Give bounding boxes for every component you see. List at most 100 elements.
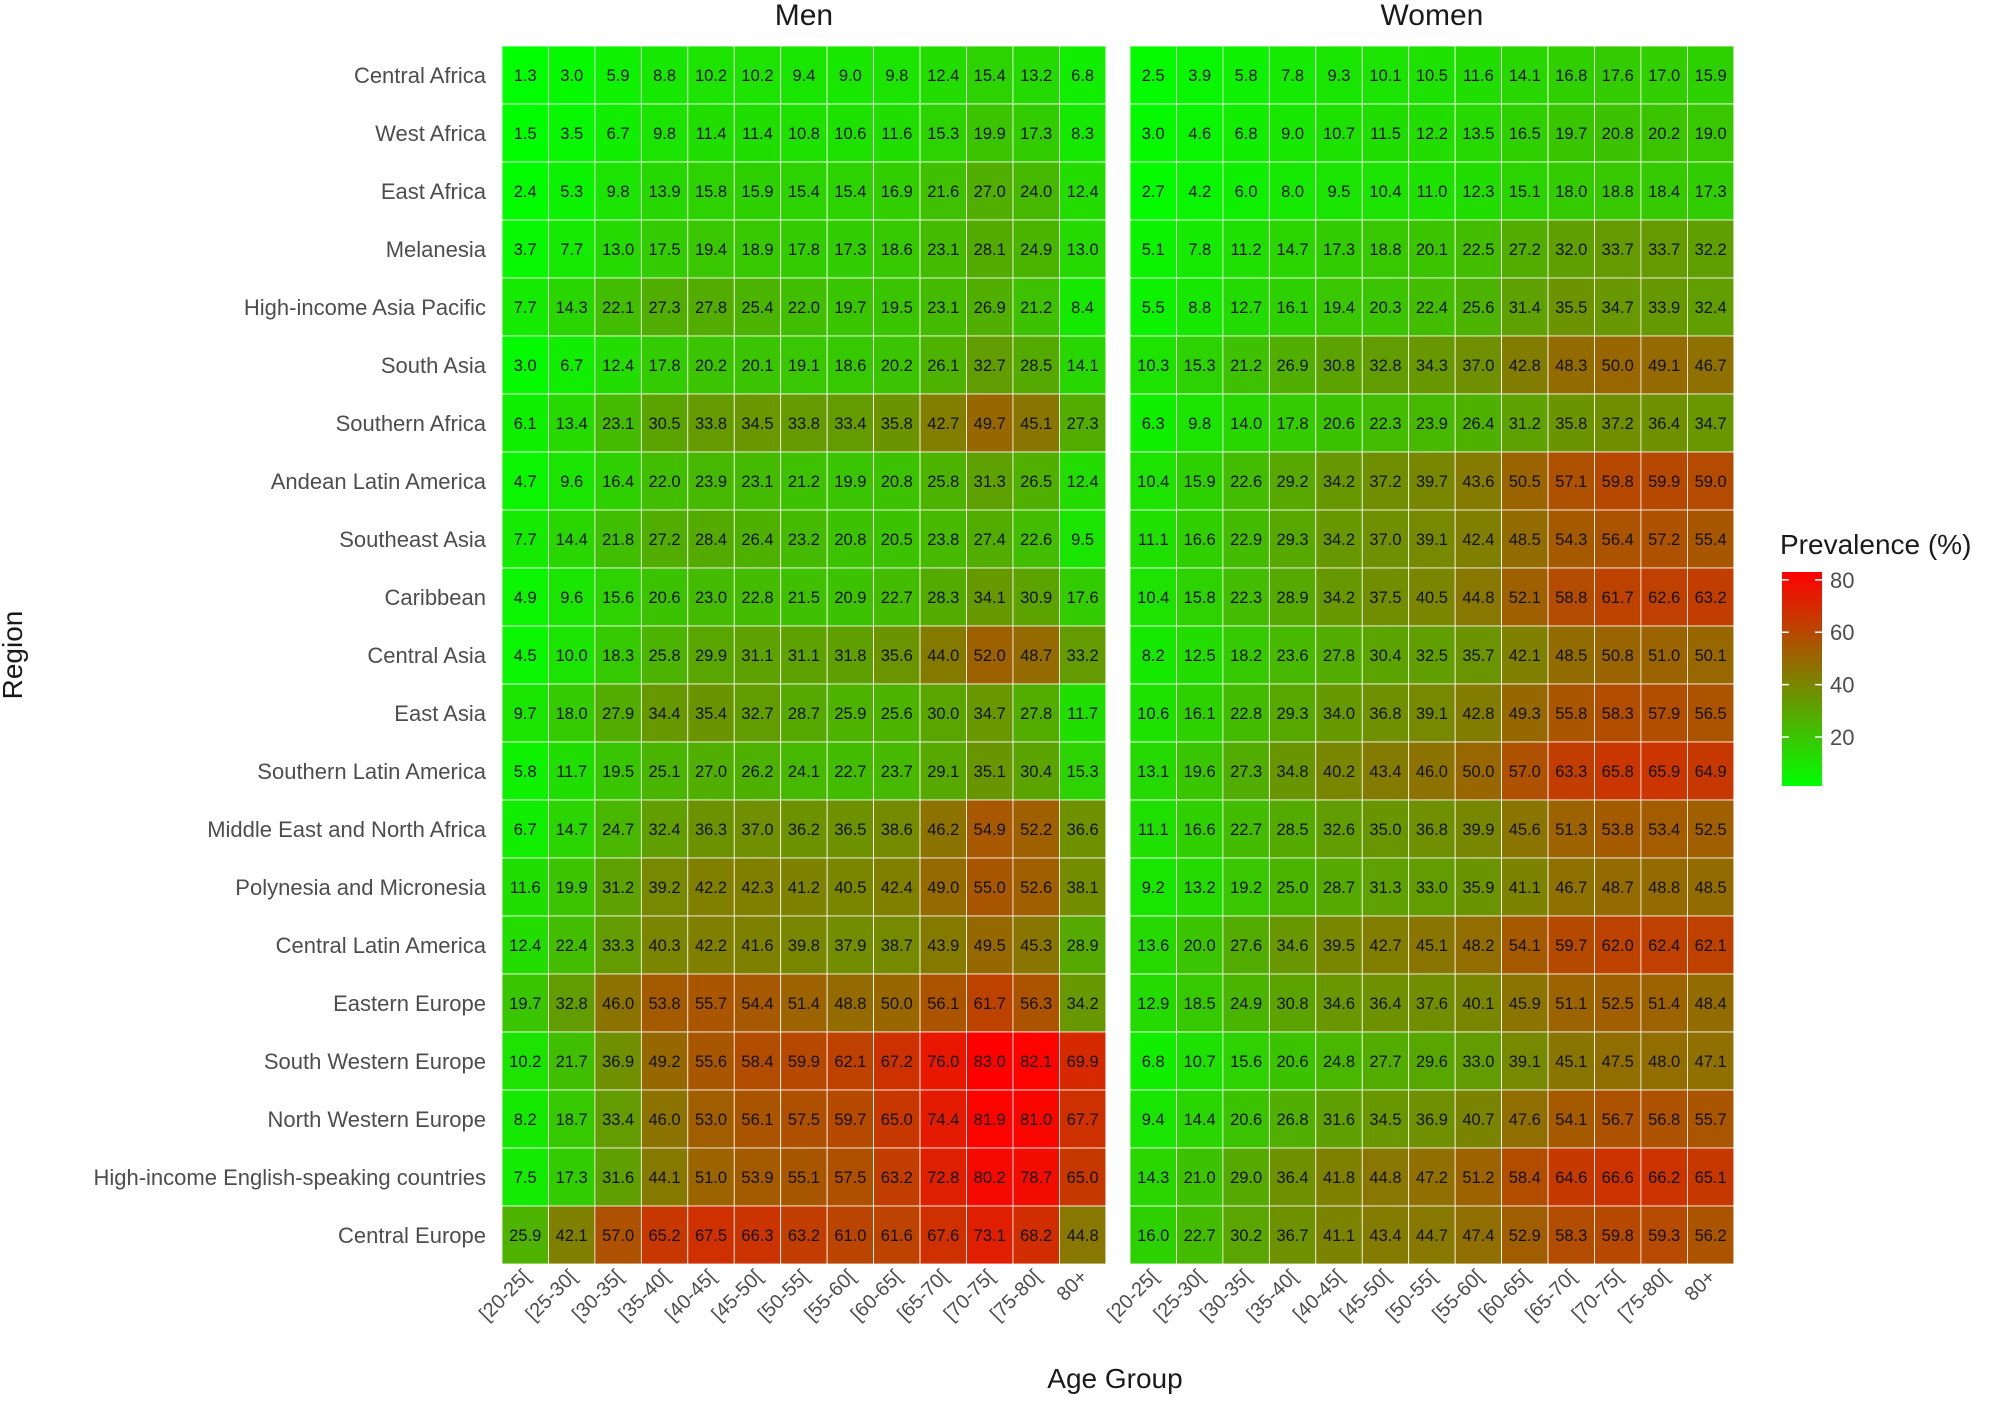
cell-value-label: 12.3 <box>1462 183 1494 201</box>
cell-value-label: 8.4 <box>1071 299 1094 317</box>
heatmap-cell <box>873 567 921 627</box>
cell-value-label: 23.9 <box>1416 415 1448 433</box>
heatmap-cell <box>966 683 1014 743</box>
heatmap-cell <box>873 625 921 685</box>
cell-value-label: 59.7 <box>834 1111 866 1129</box>
heatmap-cell <box>1129 393 1177 453</box>
cell-value-label: 31.3 <box>974 473 1006 491</box>
heatmap-cell <box>1594 857 1642 917</box>
cell-value-label: 13.2 <box>1184 879 1216 897</box>
heatmap-cell <box>1315 103 1363 163</box>
y-tick-label: East Asia <box>394 701 486 726</box>
cell-value-label: 64.6 <box>1555 1169 1587 1187</box>
cell-value-label: 29.9 <box>695 647 727 665</box>
heatmap-cell <box>780 219 828 279</box>
heatmap-cell <box>1059 277 1107 337</box>
cell-value-label: 11.6 <box>881 125 912 143</box>
heatmap-cell <box>1059 219 1107 279</box>
heatmap-cell <box>1640 915 1688 975</box>
heatmap-cell <box>1547 509 1595 569</box>
cell-value-label: 36.4 <box>1648 415 1680 433</box>
heatmap-cell <box>780 857 828 917</box>
heatmap-cell <box>640 219 689 279</box>
cell-value-label: 58.3 <box>1555 1227 1587 1245</box>
cell-value-label: 42.4 <box>881 879 913 897</box>
cell-value-label: 10.7 <box>1184 1053 1216 1071</box>
cell-value-label: 44.8 <box>1462 589 1494 607</box>
heatmap-cell <box>501 1089 549 1149</box>
heatmap-cell <box>1268 161 1317 221</box>
cell-value-label: 15.4 <box>788 183 820 201</box>
x-tick-label: [30-35[ <box>568 1266 628 1326</box>
heatmap-cell <box>780 277 828 337</box>
heatmap-cell <box>687 1205 735 1265</box>
heatmap-cell <box>1687 973 1735 1033</box>
heatmap-cell <box>1129 799 1177 859</box>
cell-value-label: 18.8 <box>1602 183 1634 201</box>
cell-value-label: 20.2 <box>695 357 727 375</box>
cell-value-label: 34.4 <box>649 705 681 723</box>
heatmap-cell <box>1222 1031 1270 1091</box>
heatmap-cell <box>640 915 689 975</box>
heatmap-cell <box>780 103 828 163</box>
cell-value-label: 17.8 <box>1277 415 1309 433</box>
cell-value-label: 15.1 <box>1509 183 1541 201</box>
cell-value-label: 38.7 <box>881 937 913 955</box>
heatmap-cell <box>1501 1147 1549 1207</box>
cell-value-label: 27.6 <box>1230 937 1262 955</box>
cell-value-label: 49.1 <box>1648 357 1680 375</box>
heatmap-cell <box>1501 683 1549 743</box>
cell-value-label: 18.6 <box>834 357 866 375</box>
cell-value-label: 34.7 <box>1602 299 1634 317</box>
cell-value-label: 15.6 <box>1230 1053 1262 1071</box>
cell-value-label: 30.0 <box>927 705 959 723</box>
heatmap-cell <box>640 567 689 627</box>
cell-value-label: 10.2 <box>509 1053 541 1071</box>
cell-value-label: 8.3 <box>1071 125 1094 143</box>
cell-value-label: 65.0 <box>881 1111 913 1129</box>
cell-value-label: 67.5 <box>695 1227 727 1245</box>
heatmap-cell <box>687 103 735 163</box>
heatmap-cell <box>1268 973 1317 1033</box>
heatmap-cell <box>1501 45 1549 105</box>
heatmap-cell <box>548 45 596 105</box>
cell-value-label: 28.9 <box>1067 937 1099 955</box>
heatmap-cell <box>594 973 642 1033</box>
cell-value-label: 61.6 <box>881 1227 913 1245</box>
cell-value-label: 16.5 <box>1509 125 1541 143</box>
heatmap-cell <box>501 625 549 685</box>
cell-value-label: 49.3 <box>1509 705 1541 723</box>
cell-value-label: 41.1 <box>1509 879 1541 897</box>
cell-value-label: 12.2 <box>1416 125 1448 143</box>
heatmap-cell <box>1687 1089 1735 1149</box>
cell-value-label: 33.7 <box>1602 241 1634 259</box>
cell-value-label: 15.9 <box>1184 473 1216 491</box>
y-tick-label: Southeast Asia <box>339 527 487 552</box>
cell-value-label: 6.7 <box>607 125 630 143</box>
heatmap-cell <box>733 741 782 801</box>
heatmap-cell <box>1547 1089 1595 1149</box>
cell-value-label: 27.3 <box>649 299 681 317</box>
y-tick-label: North Western Europe <box>268 1107 486 1132</box>
cell-value-label: 59.3 <box>1648 1227 1680 1245</box>
heatmap-cell <box>1594 393 1642 453</box>
cell-value-label: 49.2 <box>649 1053 681 1071</box>
cell-value-label: 13.0 <box>1067 241 1099 259</box>
cell-value-label: 50.0 <box>881 995 913 1013</box>
cell-value-label: 9.4 <box>792 67 815 85</box>
cell-value-label: 16.0 <box>1137 1227 1169 1245</box>
cell-value-label: 55.4 <box>1695 531 1727 549</box>
heatmap-cell <box>687 741 735 801</box>
cell-value-label: 19.0 <box>1695 125 1727 143</box>
heatmap-cell <box>1361 799 1410 859</box>
cell-value-label: 23.1 <box>602 415 634 433</box>
cell-value-label: 23.1 <box>927 241 959 259</box>
legend-title: Prevalence (%) <box>1780 529 1971 560</box>
cell-value-label: 21.2 <box>1230 357 1262 375</box>
cell-value-label: 48.0 <box>1648 1053 1680 1071</box>
cell-value-label: 56.4 <box>1602 531 1634 549</box>
heatmap-cell <box>1222 1147 1270 1207</box>
cell-value-label: 6.8 <box>1235 125 1258 143</box>
heatmap-cell <box>1059 625 1107 685</box>
